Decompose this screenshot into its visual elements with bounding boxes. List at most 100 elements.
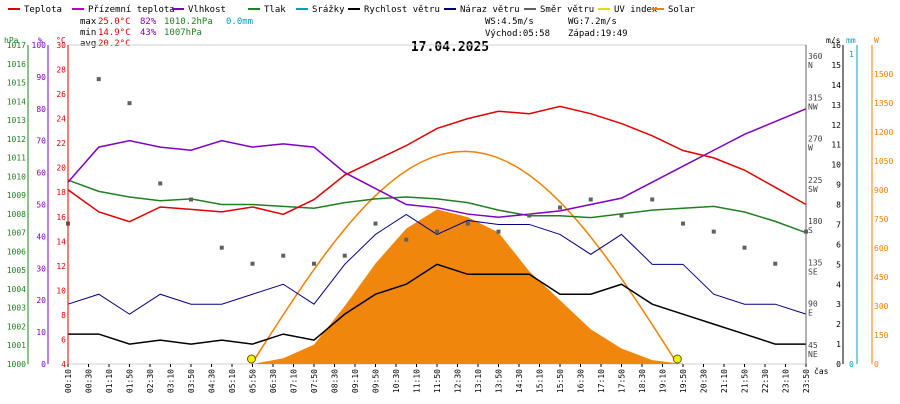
x-tick-label: 14:30 <box>515 369 524 393</box>
x-tick-label: 18:30 <box>638 369 647 393</box>
wind-direction-point <box>650 197 655 202</box>
dir-tick-label: 135 <box>808 258 823 267</box>
sunset: Západ:19:49 <box>568 29 628 39</box>
x-tick-label: 23:50 <box>802 369 811 393</box>
ms-tick-label: 16 <box>831 41 841 50</box>
pct-tick-label: 40 <box>36 232 46 241</box>
chart-title: 17.04.2025 <box>411 40 489 55</box>
hpa-tick-label: 1015 <box>7 79 26 88</box>
hpa-tick-label: 1004 <box>7 285 26 294</box>
x-tick-label: 09:10 <box>351 369 360 393</box>
hpa-tick-label: 1001 <box>7 341 26 350</box>
mm-tick-label: 1 <box>849 50 854 59</box>
x-tick-label: 04:30 <box>208 369 217 393</box>
x-tick-label: 21:50 <box>741 369 750 393</box>
ms-tick-label: 15 <box>831 61 841 70</box>
ms-tick-label: 2 <box>836 320 841 329</box>
dir-tick-label: 315 <box>808 93 823 102</box>
hpa-tick-label: 1013 <box>7 116 26 125</box>
wind-direction-point <box>404 237 409 242</box>
dir-tick-label: 45 <box>808 341 818 350</box>
pct-tick-label: 0 <box>41 360 46 369</box>
x-tick-label: 02:30 <box>146 369 155 393</box>
hpa-tick-label: 1010 <box>7 172 26 181</box>
dir-tick-label: NW <box>808 102 818 111</box>
wind-direction-point <box>373 221 378 226</box>
ms-tick-label: 14 <box>831 81 841 90</box>
w-tick-label: 1500 <box>874 70 893 79</box>
legend-label: Solar <box>668 5 696 15</box>
wg-value: WG:7.2m/s <box>568 17 617 27</box>
w-axis-label: W <box>874 36 879 45</box>
dir-tick-label: 90 <box>808 300 818 309</box>
temp-tick-label: 12 <box>56 262 66 271</box>
x-tick-label: 13:10 <box>474 369 483 393</box>
x-axis-label: čas <box>814 366 829 376</box>
pct-tick-label: 100 <box>32 41 47 50</box>
x-tick-label: 03:10 <box>167 369 176 393</box>
sun-marker <box>246 354 256 364</box>
axes: hPa1017101610151014101310121011101010091… <box>4 36 893 393</box>
wind-direction-point <box>465 221 470 226</box>
x-tick-label: 19:10 <box>659 369 668 393</box>
temp-tick-label: 26 <box>56 90 66 99</box>
wind-direction-point <box>342 253 347 258</box>
x-tick-label: 15:10 <box>536 369 545 393</box>
dir-tick-label: W <box>808 144 813 153</box>
wind-direction-point <box>189 197 193 202</box>
max-rain: 0.0mm <box>226 17 253 27</box>
temp-tick-label: 28 <box>56 66 66 75</box>
legend-label: Náraz větru <box>460 5 520 15</box>
legend-label: Směr větru <box>540 5 594 15</box>
clear-sky-curve <box>250 150 679 365</box>
dir-tick-label: SE <box>808 267 818 276</box>
pct-tick-label: 10 <box>36 328 46 337</box>
wind-direction-point <box>219 245 224 250</box>
max-temp: 25.0°C <box>98 17 131 27</box>
dir-tick-label: N <box>808 61 813 70</box>
hpa-tick-label: 1002 <box>7 322 26 331</box>
x-tick-label: 09:50 <box>372 369 381 393</box>
temp-axis-label: °C <box>56 36 66 45</box>
hpa-tick-label: 1005 <box>7 266 26 275</box>
temp-tick-label: 30 <box>56 41 66 50</box>
x-tick-label: 05:50 <box>249 369 258 393</box>
min-press: 1007hPa <box>164 28 202 38</box>
wind-direction-point <box>711 229 716 234</box>
w-tick-label: 300 <box>874 302 889 311</box>
hpa-tick-label: 1007 <box>7 229 26 238</box>
temp-tick-label: 14 <box>56 237 66 246</box>
ms-tick-label: 0 <box>836 360 841 369</box>
legend-label: Teplota <box>24 5 62 15</box>
legend: Teplota Přízemní teplota Vlhkost Tlak Srážky… <box>8 5 696 15</box>
hpa-tick-label: 1003 <box>7 304 26 313</box>
ms-tick-label: 10 <box>831 161 841 170</box>
x-tick-label: 19:50 <box>679 369 688 393</box>
avg-label: avg <box>80 39 96 49</box>
series-gust-line <box>67 213 807 315</box>
ms-tick-label: 6 <box>836 240 841 249</box>
wind-direction-point <box>250 261 255 266</box>
hpa-axis-label: hPa <box>4 36 19 45</box>
ms-tick-label: 1 <box>836 340 841 349</box>
hpa-tick-label: 1000 <box>7 360 26 369</box>
wind-direction-point <box>742 245 747 250</box>
x-tick-label: 05:10 <box>228 369 237 393</box>
x-tick-label: 12:30 <box>454 369 463 393</box>
min-temp: 14.9°C <box>98 28 131 38</box>
x-tick-label: 17:50 <box>618 369 627 393</box>
wind-direction-point <box>96 77 101 82</box>
pct-tick-label: 90 <box>36 73 46 82</box>
pct-tick-label: 80 <box>36 105 46 114</box>
pct-axis-label: % <box>38 36 43 45</box>
ms-axis-label: m/s <box>826 36 841 45</box>
dir-tick-label: S <box>808 226 813 235</box>
x-tick-label: 10:30 <box>392 369 401 393</box>
dir-tick-label: 225 <box>808 176 823 185</box>
x-tick-label: 01:50 <box>126 369 135 393</box>
wind-direction-point <box>588 197 593 202</box>
temp-tick-label: 16 <box>56 213 66 222</box>
x-tick-label: 21:10 <box>720 369 729 393</box>
